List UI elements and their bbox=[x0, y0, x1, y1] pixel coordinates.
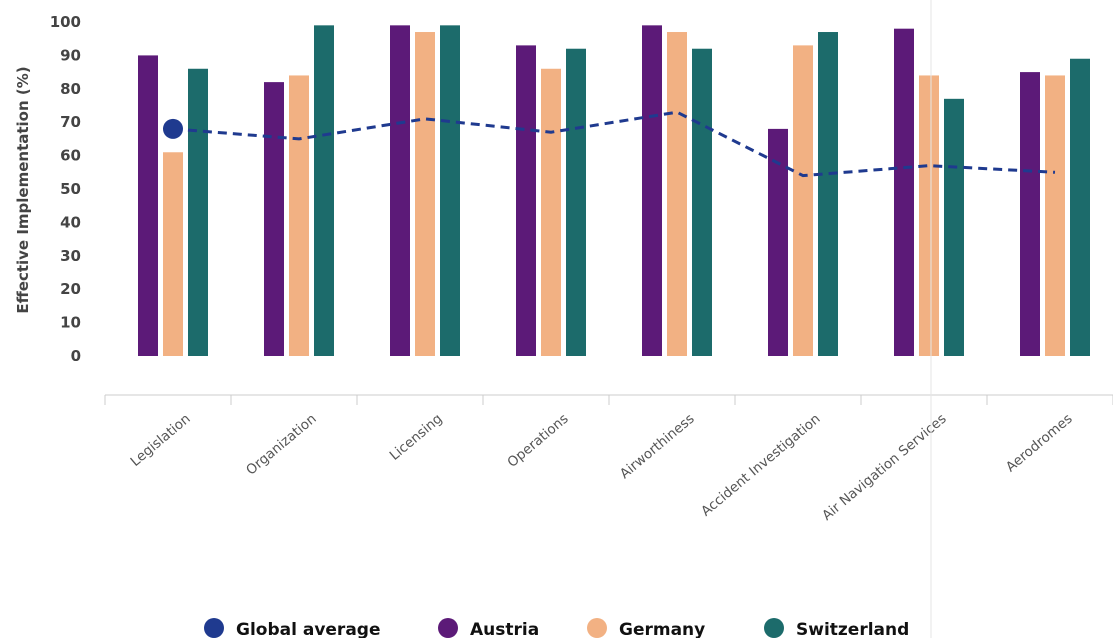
bar-austria[interactable] bbox=[516, 45, 536, 356]
y-tick-label: 20 bbox=[60, 280, 81, 298]
bar-germany[interactable] bbox=[919, 75, 939, 356]
x-category-label: Air Navigation Services bbox=[819, 411, 949, 524]
legend-label: Global average bbox=[236, 620, 380, 638]
bar-switzerland[interactable] bbox=[566, 48, 586, 356]
bar-switzerland[interactable] bbox=[1070, 58, 1090, 357]
bar-austria[interactable] bbox=[138, 55, 158, 357]
x-category-label: Accident Investigation bbox=[698, 411, 823, 520]
y-tick-label: 10 bbox=[60, 314, 81, 332]
bar-switzerland[interactable] bbox=[818, 32, 838, 357]
global-average-polyline bbox=[172, 110, 1056, 178]
y-tick-label: 90 bbox=[60, 46, 81, 64]
bar-germany[interactable] bbox=[793, 45, 813, 356]
bar-austria[interactable] bbox=[894, 28, 914, 357]
bar-germany[interactable] bbox=[1045, 75, 1065, 356]
y-tick-label: 100 bbox=[50, 13, 81, 31]
bar-austria[interactable] bbox=[642, 25, 662, 357]
bar-germany[interactable] bbox=[667, 32, 687, 357]
bar-germany[interactable] bbox=[415, 32, 435, 357]
legend-label: Germany bbox=[619, 620, 705, 638]
y-tick-label: 80 bbox=[60, 80, 81, 98]
bar-switzerland[interactable] bbox=[314, 25, 334, 357]
legend-marker bbox=[587, 618, 607, 638]
legend-item-global-average[interactable]: Global average bbox=[204, 618, 380, 638]
bar-germany[interactable] bbox=[163, 152, 183, 356]
legend-label: Austria bbox=[470, 620, 539, 638]
bar-germany[interactable] bbox=[289, 75, 309, 356]
legend-item-germany[interactable]: Germany bbox=[587, 618, 705, 638]
bar-austria[interactable] bbox=[264, 82, 284, 357]
x-category-label: Organization bbox=[243, 411, 319, 479]
legend-marker bbox=[204, 618, 224, 638]
bar-switzerland[interactable] bbox=[692, 48, 712, 356]
y-axis: 0 10 20 30 40 50 60 70 80 90 100 bbox=[50, 13, 81, 365]
bar-switzerland[interactable] bbox=[440, 25, 460, 357]
x-axis: Legislation Organization Licensing Operatio… bbox=[104, 394, 1113, 524]
x-category-label: Operations bbox=[504, 411, 571, 471]
y-axis-title: Effective Implementation (%) bbox=[14, 66, 32, 313]
legend-item-switzerland[interactable]: Switzerland bbox=[764, 618, 909, 638]
x-category-label: Aerodromes bbox=[1003, 411, 1076, 476]
legend-item-austria[interactable]: Austria bbox=[438, 618, 539, 638]
bar-austria[interactable] bbox=[390, 25, 410, 357]
y-tick-label: 70 bbox=[60, 113, 81, 131]
y-tick-label: 40 bbox=[60, 213, 81, 231]
x-category-label: Airworthiness bbox=[617, 411, 698, 482]
legend-marker bbox=[438, 618, 458, 638]
legend-label: Switzerland bbox=[796, 620, 909, 638]
legend-marker bbox=[764, 618, 784, 638]
bar-switzerland[interactable] bbox=[944, 98, 964, 356]
y-tick-label: 60 bbox=[60, 147, 81, 165]
bar-austria[interactable] bbox=[1020, 72, 1040, 356]
y-tick-label: 50 bbox=[60, 180, 81, 198]
global-average-point[interactable] bbox=[163, 118, 183, 139]
bar-germany[interactable] bbox=[541, 68, 561, 356]
bar-switzerland[interactable] bbox=[188, 68, 208, 356]
x-category-label: Licensing bbox=[387, 411, 446, 464]
y-tick-label: 30 bbox=[60, 247, 81, 265]
bars bbox=[138, 25, 1090, 357]
y-tick-label: 0 bbox=[71, 347, 81, 365]
bar-austria[interactable] bbox=[768, 128, 788, 356]
legend: Global average Austria Germany Switzerland bbox=[204, 618, 909, 638]
x-category-label: Legislation bbox=[127, 411, 193, 470]
global-average-line bbox=[163, 110, 1056, 178]
